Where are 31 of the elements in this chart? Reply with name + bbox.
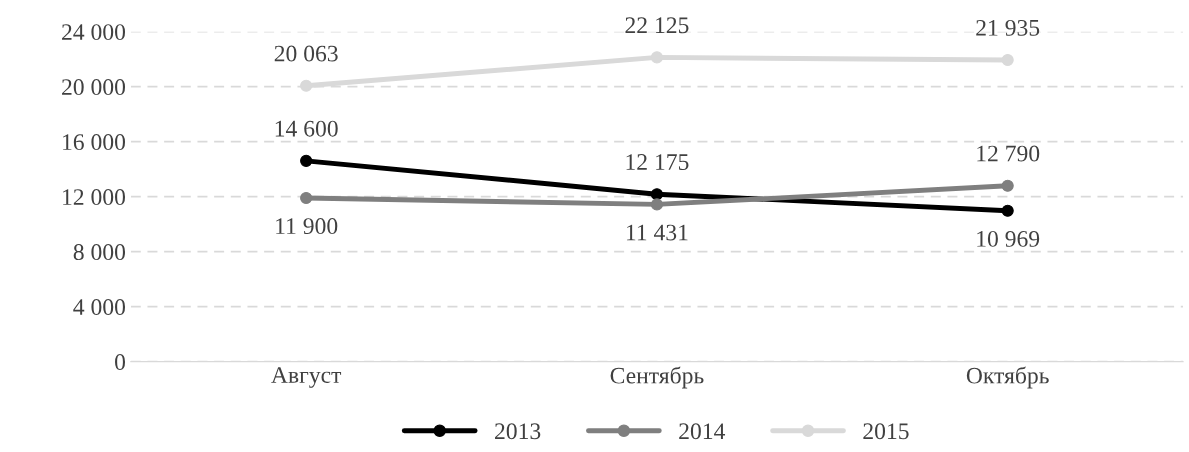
data-label: 11 431 — [626, 224, 688, 241]
data-label: 11 900 — [276, 218, 338, 235]
point — [1001, 179, 1014, 192]
y-tick-label: 20 000 — [62, 79, 126, 96]
data-label: 21 935 — [976, 19, 1040, 36]
y-tick-label: 8 000 — [73, 244, 126, 261]
legend-label: 2014 — [679, 423, 726, 440]
y-tick-label: 0 — [115, 354, 126, 371]
legend-label: 2013 — [495, 423, 541, 440]
x-tick-label: Август — [271, 367, 342, 388]
data-label: 22 125 — [625, 17, 689, 34]
data-label: 12 175 — [626, 154, 689, 170]
point — [300, 191, 313, 205]
point — [650, 198, 663, 211]
x-tick-label: Октябрь — [966, 366, 1049, 389]
legend-label: 2015 — [863, 423, 909, 440]
point — [1001, 204, 1014, 217]
point — [650, 51, 663, 64]
data-label: 20 063 — [274, 45, 338, 62]
y-tick-label: 24 000 — [62, 24, 126, 41]
point — [300, 79, 313, 92]
y-tick-label: 4 000 — [73, 299, 126, 316]
data-label: 10 969 — [977, 230, 1040, 247]
point — [650, 188, 663, 201]
y-tick-label: 16 000 — [63, 134, 126, 151]
data-label: 14 600 — [275, 120, 338, 137]
x-tick-label: Сентябрь — [610, 366, 704, 389]
y-tick-label: 12 000 — [63, 189, 126, 206]
point — [300, 154, 313, 167]
point — [1001, 53, 1014, 67]
data-label: 12 790 — [977, 145, 1040, 162]
